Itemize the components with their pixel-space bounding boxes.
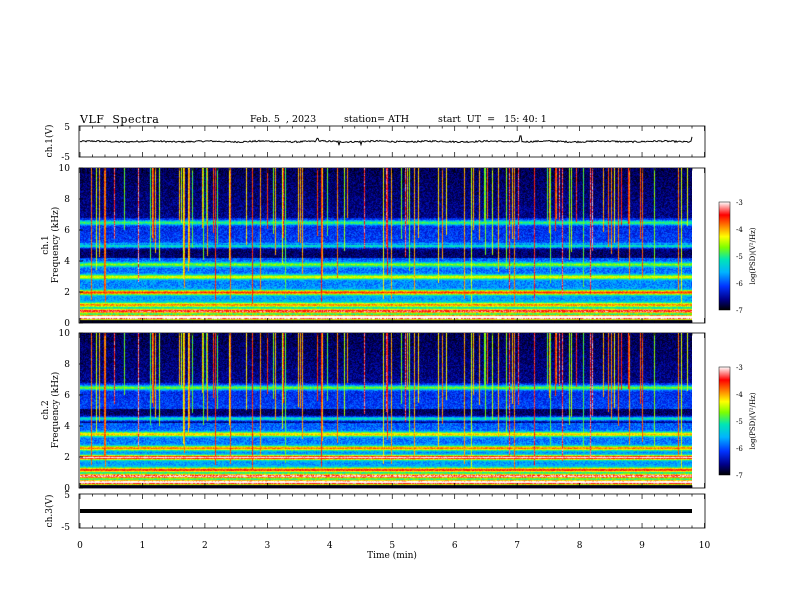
- ch1-colorbar-label: log(PSD)(V²/Hz): [749, 227, 757, 284]
- xtick-label: 1: [140, 541, 146, 551]
- ytick-label: 0: [64, 484, 70, 494]
- ch2-channel-label: ch.2: [41, 400, 51, 419]
- ch2-colorbar-label: log(PSD)(V²/Hz): [749, 392, 757, 449]
- ch3-ytick-top: 5: [64, 491, 70, 501]
- colorbar-tick-label: -6: [736, 445, 743, 453]
- panel-minor-ticks: [79, 126, 705, 528]
- colorbar-tick-label: -6: [736, 280, 743, 288]
- colorbar-tick-label: -4: [736, 391, 743, 399]
- ytick-label: 10: [59, 164, 71, 174]
- colorbar-tick-label: -5: [736, 253, 743, 261]
- ch1-colorbar-ticks: -3 -4 -5 -6 -7: [736, 199, 743, 315]
- date-label: Feb. 5 , 2023: [250, 114, 317, 125]
- ytick-label: 0: [64, 319, 70, 329]
- ch1-spectrogram-heatmap: [80, 168, 692, 323]
- start-time-label: start UT = 15: 40: 1: [438, 114, 547, 125]
- ch1-waveform-line: [79, 135, 693, 147]
- ytick-label: 6: [64, 391, 70, 401]
- ch2-colorbar: [718, 366, 731, 476]
- colorbar-tick-label: -3: [736, 199, 743, 207]
- xtick-label: 0: [77, 541, 83, 551]
- xtick-label: 4: [327, 541, 333, 551]
- ch2-colorbar-ticks: -3 -4 -5 -6 -7: [736, 364, 743, 480]
- ytick-label: 2: [64, 288, 70, 298]
- ch3-waveform-panel: 5 -5 ch.3(V) 0 1 2 3 4 5 6 7 8 9 10 Time (min): [44, 491, 710, 561]
- ytick-label: 4: [64, 257, 70, 267]
- colorbar-tick-label: -7: [736, 472, 743, 480]
- colorbar-tick-label: -5: [736, 418, 743, 426]
- time-axis-ticks: 0 1 2 3 4 5 6 7 8 9 10: [77, 541, 710, 551]
- xtick-label: 3: [264, 541, 270, 551]
- xtick-label: 10: [699, 541, 711, 551]
- xtick-label: 2: [202, 541, 208, 551]
- xtick-label: 6: [452, 541, 458, 551]
- ytick-label: 4: [64, 422, 70, 432]
- ch1-frequency-ylabel: Frequency (kHz): [50, 207, 61, 284]
- colorbar-tick-label: -7: [736, 307, 743, 315]
- ytick-label: 8: [64, 195, 70, 205]
- ytick-label: 2: [64, 453, 70, 463]
- ch1-waveform-ylabel: ch.1(V): [44, 125, 55, 158]
- ytick-label: 10: [59, 329, 71, 339]
- station-label: station= ATH: [344, 114, 409, 125]
- ch3-ytick-bottom: -5: [61, 523, 70, 533]
- ch1-ytick-bottom: -5: [61, 153, 70, 163]
- ch1-ytick-top: 5: [64, 123, 70, 133]
- xtick-label: 7: [514, 541, 520, 551]
- ch1-colorbar: [718, 201, 731, 311]
- colorbar-tick-label: -4: [736, 226, 743, 234]
- figure-title: VLF Spectra: [80, 113, 160, 126]
- ch2-frequency-ylabel: Frequency (kHz): [50, 372, 61, 449]
- ch1-channel-label: ch.1: [41, 235, 51, 254]
- ytick-label: 8: [64, 360, 70, 370]
- xtick-label: 9: [639, 541, 645, 551]
- colorbar-tick-label: -3: [736, 364, 743, 372]
- ytick-label: 6: [64, 226, 70, 236]
- ch1-waveform-panel: 5 -5 ch.1(V): [44, 123, 706, 163]
- xtick-label: 8: [577, 541, 583, 551]
- xtick-label: 5: [389, 541, 395, 551]
- time-axis-label: Time (min): [367, 550, 417, 561]
- ch3-waveform-ylabel: ch.3(V): [44, 495, 55, 528]
- ch2-spectrogram-heatmap: [80, 333, 692, 488]
